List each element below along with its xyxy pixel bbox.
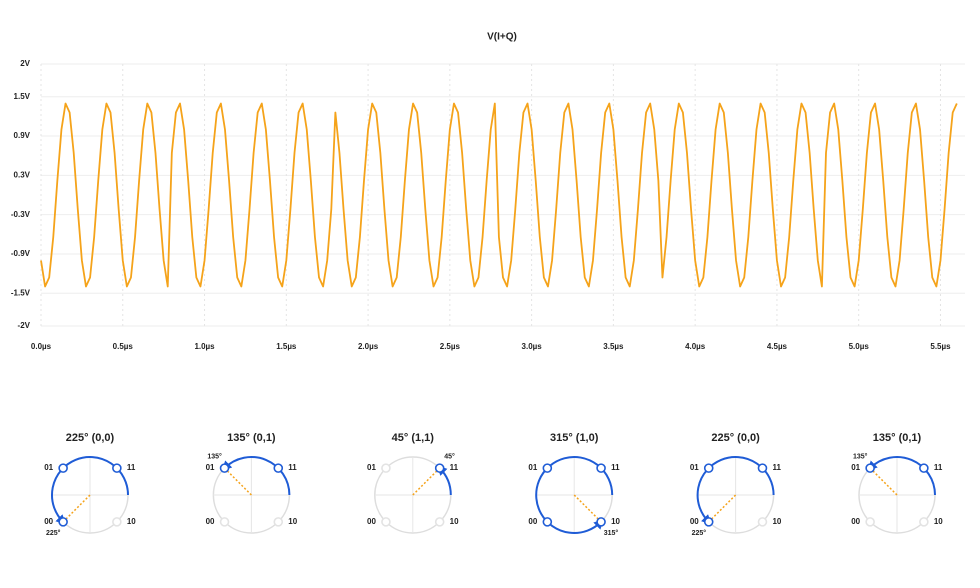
constellation-point — [919, 517, 929, 527]
constellation-point — [703, 463, 714, 473]
y-tick-label: -0.3V — [11, 210, 31, 219]
point-label: 01 — [528, 463, 537, 472]
phase-arc — [51, 456, 129, 525]
x-tick-label: 3.5µs — [603, 342, 624, 351]
point-label: 11 — [450, 463, 459, 472]
constellation-point — [58, 463, 68, 473]
y-tick-label: -0.9V — [11, 249, 31, 258]
point-label: 01 — [367, 463, 376, 472]
point-label: 01 — [851, 463, 860, 472]
phase-line — [225, 468, 252, 496]
constellation-point — [703, 517, 714, 527]
constellation-point — [381, 517, 391, 527]
phase-line — [709, 494, 737, 522]
constellation-point — [219, 517, 230, 527]
angle-label: 135° — [853, 453, 868, 461]
phase-line — [412, 468, 439, 496]
constellation-point — [58, 517, 68, 527]
constellation-point — [542, 463, 553, 473]
panel-title: 45° (1,1) — [392, 432, 435, 444]
constellation-point — [273, 517, 284, 527]
constellation-point — [434, 463, 445, 473]
phase-line — [573, 494, 601, 522]
point-label: 11 — [934, 463, 943, 472]
phase-line — [870, 468, 898, 496]
angle-label: 315° — [604, 529, 619, 537]
constellation-point — [596, 463, 606, 473]
x-tick-label: 0.5µs — [113, 342, 134, 351]
angle-label: 225° — [692, 529, 707, 537]
constellation-point — [112, 517, 122, 527]
point-label: 00 — [44, 517, 53, 526]
point-label: 11 — [611, 463, 620, 472]
x-tick-label: 3.0µs — [522, 342, 543, 351]
point-label: 00 — [851, 517, 860, 526]
x-tick-label: 2.5µs — [440, 342, 461, 351]
constellation-point — [434, 517, 445, 527]
point-label: 00 — [690, 517, 699, 526]
waveform — [40, 102, 958, 288]
constellation-point — [865, 517, 875, 527]
y-tick-label: -1.5V — [11, 288, 31, 297]
x-tick-label: 4.0µs — [685, 342, 706, 351]
x-tick-label: 1.0µs — [194, 342, 215, 351]
constellation-point — [596, 517, 606, 527]
constellation-point — [757, 517, 768, 527]
angle-label: 225° — [46, 529, 61, 537]
constellation-point — [757, 463, 768, 473]
panel-title: 315° (1,0) — [550, 432, 599, 444]
x-tick-label: 1.5µs — [276, 342, 297, 351]
point-label: 00 — [528, 517, 537, 526]
constellation-point — [112, 463, 122, 473]
point-label: 10 — [611, 517, 620, 526]
x-tick-label: 0.0µs — [31, 342, 52, 351]
phase-arc — [696, 456, 775, 525]
y-tick-label: 0.9V — [14, 131, 31, 140]
y-tick-label: 0.3V — [14, 170, 31, 179]
point-label: 01 — [206, 463, 215, 472]
constellation-point — [219, 463, 230, 473]
point-label: 00 — [367, 517, 376, 526]
point-label: 10 — [450, 517, 459, 526]
y-tick-label: 1.5V — [14, 92, 31, 101]
point-label: 11 — [772, 463, 781, 472]
x-tick-label: 4.5µs — [767, 342, 788, 351]
point-label: 10 — [127, 517, 136, 526]
constellation-point — [542, 517, 553, 527]
constellation-point — [381, 463, 391, 473]
point-label: 01 — [690, 463, 699, 472]
x-tick-label: 5.0µs — [849, 342, 870, 351]
point-label: 10 — [934, 517, 943, 526]
angle-label: 45° — [444, 453, 455, 461]
point-label: 11 — [288, 463, 297, 472]
point-label: 01 — [44, 463, 53, 472]
point-label: 11 — [127, 463, 136, 472]
panel-title: 225° (0,0) — [66, 432, 115, 444]
phase-line — [63, 494, 91, 522]
constellation-point — [865, 463, 875, 473]
x-tick-label: 5.5µs — [930, 342, 951, 351]
constellation-point — [273, 463, 284, 473]
panel-title: 225° (0,0) — [711, 432, 760, 444]
y-tick-label: 2V — [20, 59, 30, 68]
phase-arc — [867, 456, 936, 496]
point-label: 00 — [206, 517, 215, 526]
panel-title: 135° (0,1) — [873, 432, 922, 444]
y-tick-label: -2V — [18, 321, 31, 330]
panel-title: 135° (0,1) — [227, 432, 276, 444]
point-label: 10 — [288, 517, 297, 526]
constellation-point — [919, 463, 929, 473]
x-tick-label: 2.0µs — [358, 342, 379, 351]
phase-arc — [221, 456, 291, 496]
chart-title: V(I+Q) — [487, 32, 517, 43]
point-label: 10 — [772, 517, 781, 526]
angle-label: 135° — [207, 453, 222, 461]
